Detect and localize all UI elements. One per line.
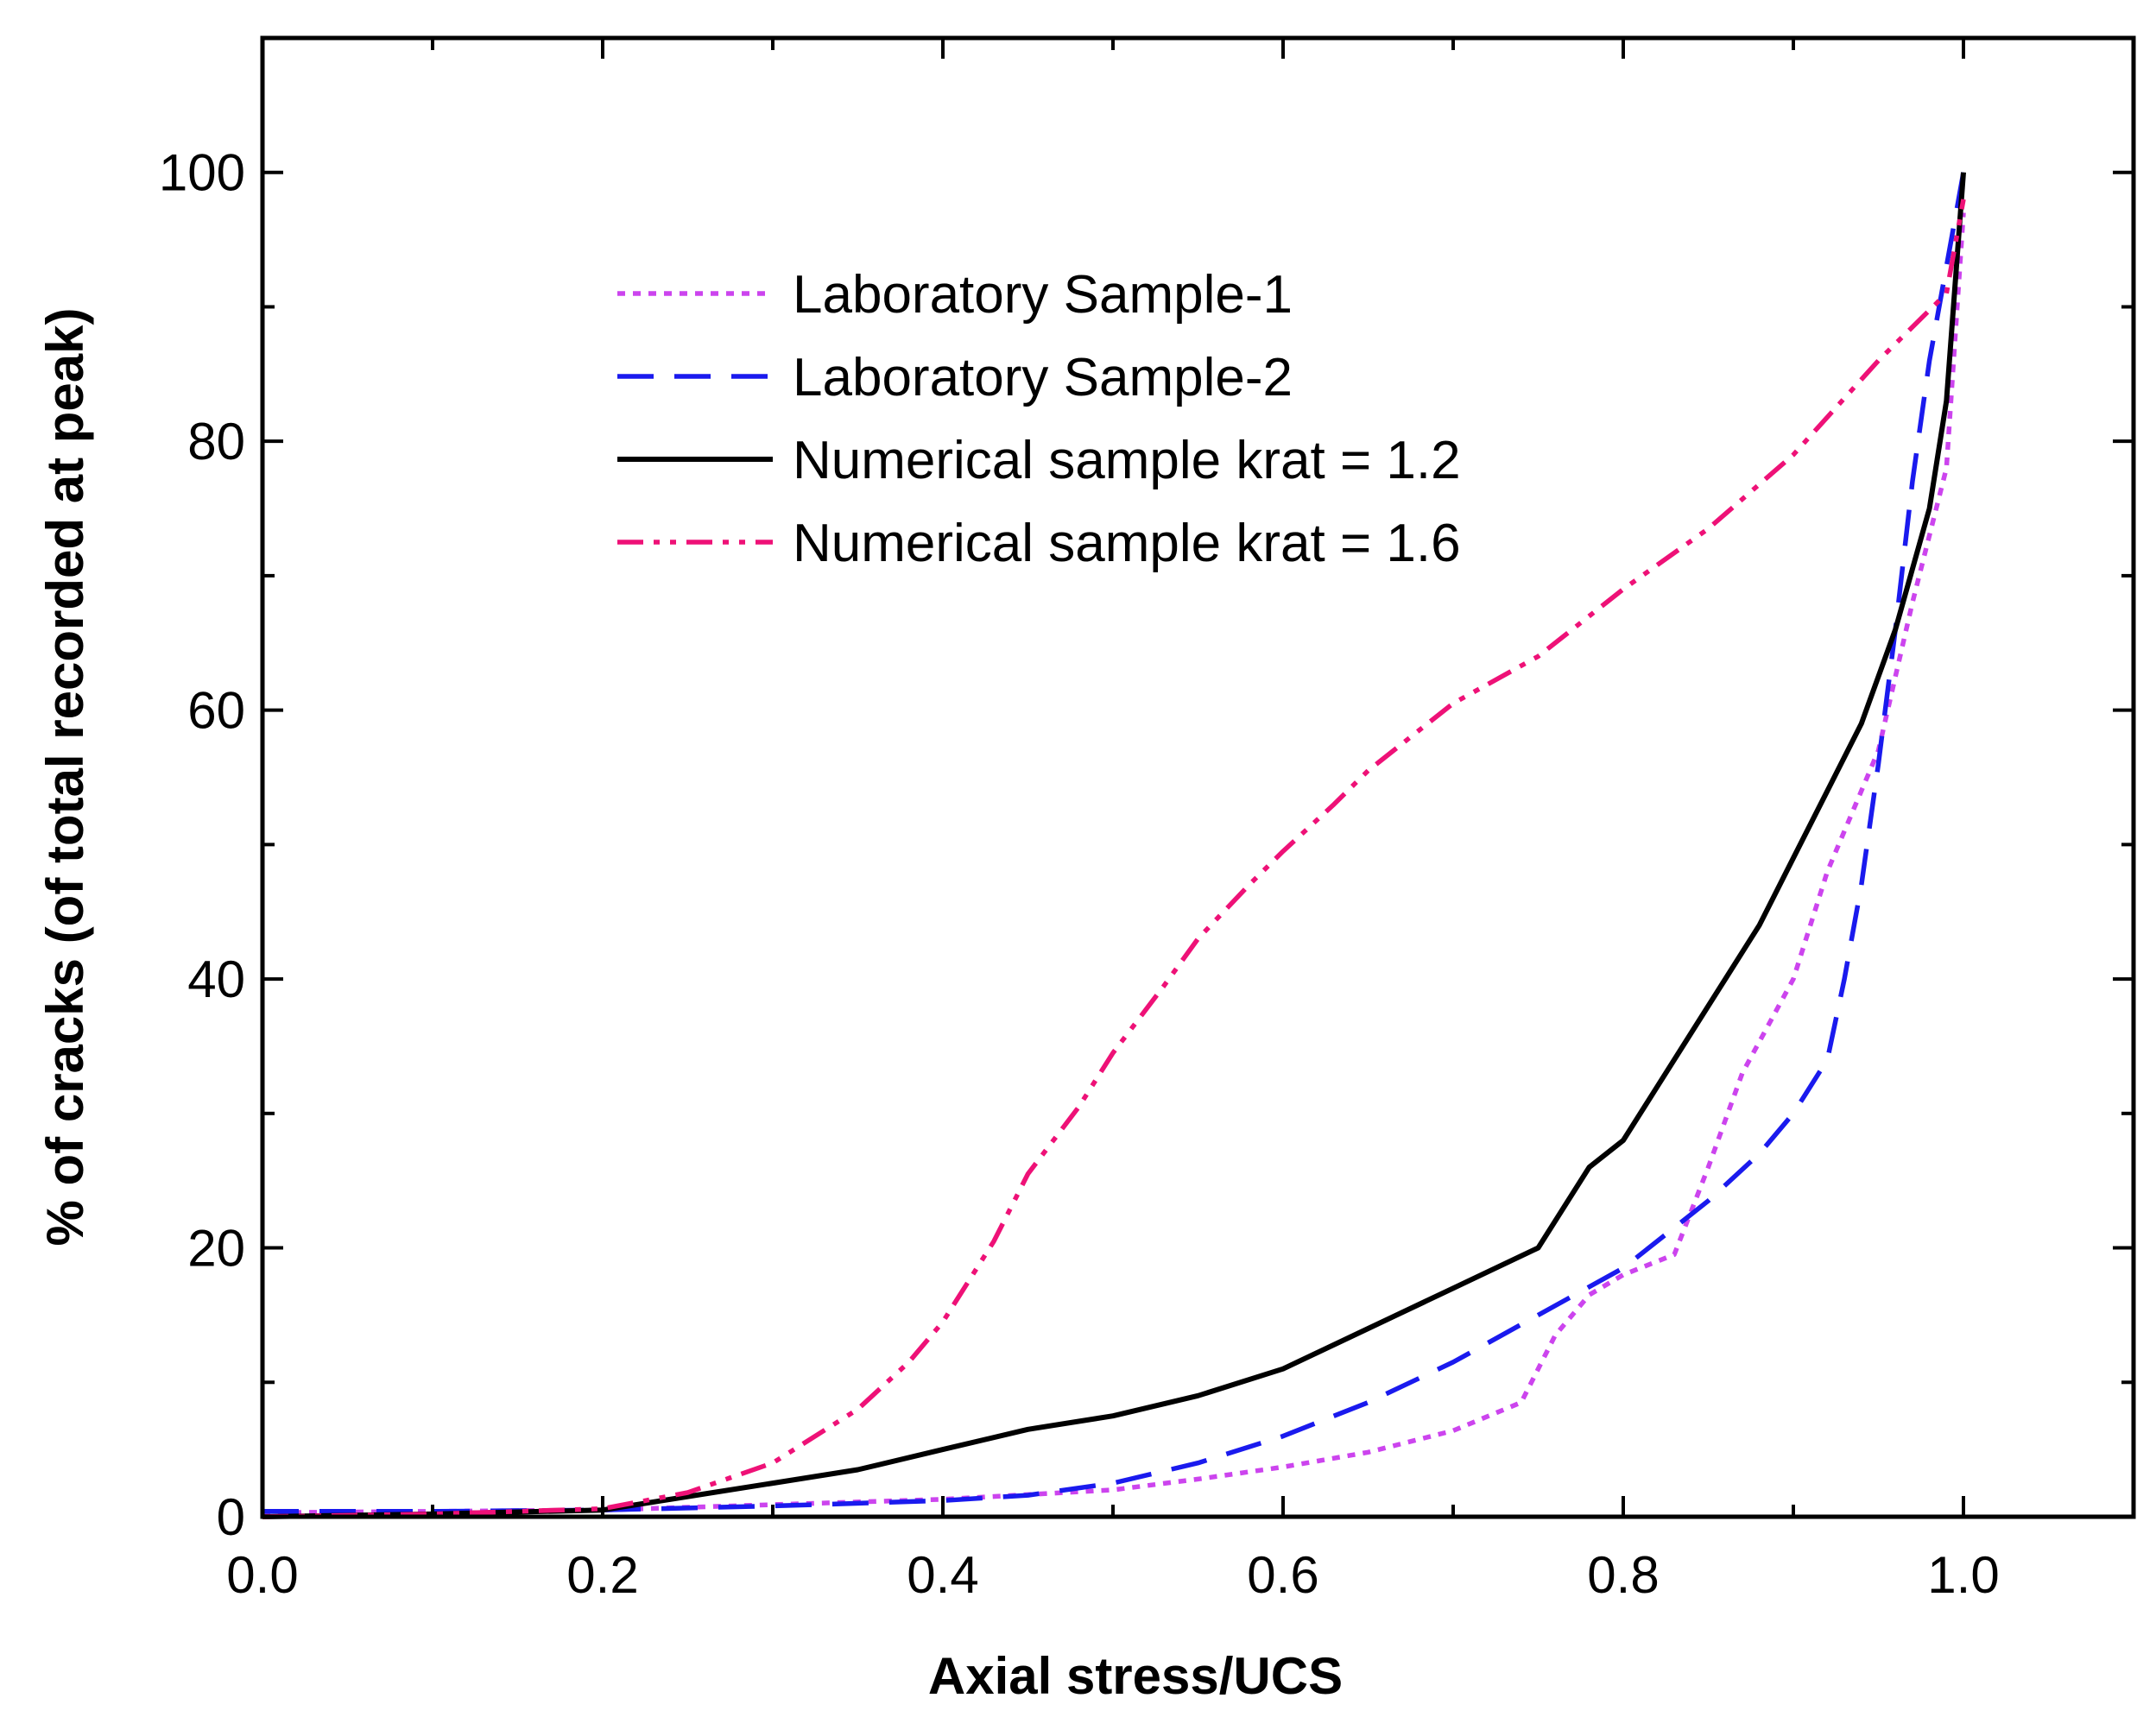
series-line-laboratory-sample-1 <box>262 212 1966 1516</box>
y-tick-label: 40 <box>187 950 245 1008</box>
legend-label: Numerical sample krat = 1.6 <box>793 514 1461 573</box>
ticks-layer: 0.0 0.2 0.4 0.6 0.8 1.0 0 20 40 60 80 100 <box>159 36 2135 1604</box>
y-tick-label: 80 <box>187 413 245 470</box>
y-tick-label: 100 <box>159 144 245 202</box>
y-tick-label: 20 <box>187 1220 245 1278</box>
x-axis-title: Axial stress/UCS <box>928 1647 1343 1705</box>
x-tick-label: 0.8 <box>1587 1546 1659 1604</box>
y-tick-label: 0 <box>217 1488 245 1546</box>
y-tick-label: 60 <box>187 682 245 740</box>
legend-label: Laboratory Sample-2 <box>793 348 1293 407</box>
x-tick-label: 0.2 <box>566 1546 638 1604</box>
legend: Laboratory Sample-1 Laboratory Sample-2 Nu… <box>617 265 1461 573</box>
x-tick-label: 0.0 <box>226 1546 298 1604</box>
x-tick-label: 1.0 <box>1927 1546 1999 1604</box>
y-axis-title: % of cracks (of total recorded at peak) <box>36 308 94 1247</box>
legend-label: Numerical sample krat = 1.2 <box>793 431 1461 490</box>
series-layer <box>262 172 1966 1519</box>
x-tick-label: 0.4 <box>907 1546 978 1604</box>
x-tick-label: 0.6 <box>1247 1546 1318 1604</box>
plot-frame <box>260 35 2136 1519</box>
legend-label: Laboratory Sample-1 <box>793 265 1293 325</box>
series-line-numerical-sample-krat-1-2 <box>262 172 1966 1519</box>
